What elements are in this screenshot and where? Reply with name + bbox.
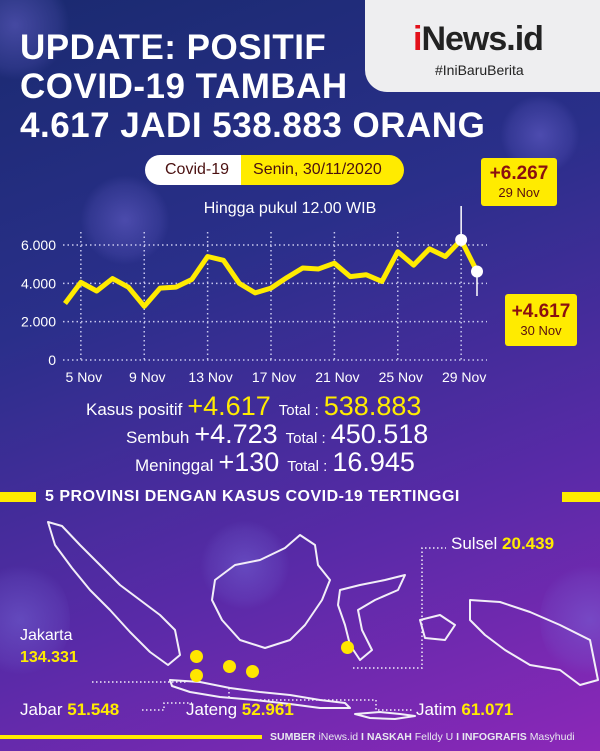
stat-total: 16.945 bbox=[332, 447, 415, 477]
y-tick-label: 6.000 bbox=[21, 237, 56, 253]
logo-panel: iNews.id #IniBaruBerita bbox=[365, 0, 600, 92]
title-line: UPDATE: POSITIF bbox=[20, 28, 327, 67]
province-name: Jatim bbox=[416, 700, 457, 719]
leader-jatim bbox=[256, 699, 412, 711]
map-sulawesi bbox=[337, 574, 406, 661]
map-marker-jatim[interactable] bbox=[246, 665, 259, 678]
credit-value: Masyhudi bbox=[529, 731, 575, 743]
credit-label: NASKAH bbox=[366, 731, 412, 743]
leader-jabar bbox=[142, 702, 192, 711]
stat-label: Sembuh bbox=[126, 428, 190, 447]
stat-total: 538.883 bbox=[323, 391, 422, 421]
date-pill: Covid-19 Senin, 30/11/2020 bbox=[145, 155, 404, 185]
x-tick-label: 29 Nov bbox=[442, 369, 486, 385]
date-label: Senin, 30/11/2020 bbox=[241, 155, 404, 185]
line-chart: 0 2.000 4.000 6.000 5 Nov 9 Nov 13 Nov 17 Nov 21… bbox=[21, 232, 487, 385]
stat-label: Meninggal bbox=[135, 456, 214, 475]
callout-date: 30 Nov bbox=[520, 323, 562, 338]
virus-decoration-icon bbox=[200, 520, 290, 610]
credit-value: iNews.id bbox=[318, 731, 359, 743]
stat-total: 450.518 bbox=[330, 419, 429, 449]
chart-subtitle: Hingga pukul 12.00 WIB bbox=[203, 200, 377, 217]
province-value: 52.961 bbox=[241, 700, 294, 719]
stat-row-positive: Kasus positif +4.617 Total : 538.883 bbox=[86, 392, 421, 420]
credit-label: SUMBER bbox=[270, 731, 316, 743]
title-line: COVID-19 TAMBAH bbox=[20, 67, 348, 106]
credits: SUMBER iNews.id I NASKAH Felldy U I INFO… bbox=[270, 730, 575, 744]
provinces-title: 5 PROVINSI DENGAN KASUS COVID-19 TERTING… bbox=[45, 488, 460, 505]
map-java bbox=[169, 679, 351, 709]
callout-value: +6.267 bbox=[489, 163, 549, 184]
stat-change: +4.617 bbox=[187, 391, 271, 421]
stat-change: +4.723 bbox=[194, 419, 278, 449]
callout-latest: +4.617 30 Nov bbox=[505, 294, 577, 346]
stat-row-recovered: Sembuh +4.723 Total : 450.518 bbox=[126, 420, 428, 448]
credit-value: Felldy U bbox=[414, 731, 454, 743]
tagline: #IniBaruBerita bbox=[435, 62, 524, 78]
map-marker-jabar[interactable] bbox=[190, 669, 203, 682]
separator: I bbox=[456, 731, 460, 743]
y-tick-label: 2.000 bbox=[21, 314, 56, 330]
x-tick-label: 9 Nov bbox=[129, 369, 166, 385]
footer: SUMBER iNews.id I NASKAH Felldy U I INFO… bbox=[0, 730, 600, 744]
map-nusa-tenggara bbox=[354, 711, 416, 720]
map-maluku bbox=[419, 614, 456, 641]
province-sulsel: Sulsel 20.439 bbox=[451, 534, 554, 554]
province-jabar: Jabar 51.548 bbox=[20, 700, 119, 720]
inews-logo: iNews.id bbox=[413, 20, 544, 58]
x-tick-label: 5 Nov bbox=[66, 369, 103, 385]
stat-total-label: Total : bbox=[285, 430, 326, 447]
highlight-point-peak bbox=[455, 233, 468, 246]
province-jakarta: Jakarta 134.331 bbox=[20, 625, 78, 669]
x-tick-label: 25 Nov bbox=[379, 369, 423, 385]
province-name: Jabar bbox=[20, 700, 63, 719]
highlight-point-latest bbox=[471, 265, 483, 278]
y-tick-label: 4.000 bbox=[21, 275, 56, 291]
province-jateng: Jateng 52.961 bbox=[186, 700, 294, 720]
y-tick-label: 0 bbox=[48, 352, 56, 368]
province-name: Sulsel bbox=[451, 534, 498, 553]
callout-peak: +6.267 29 Nov bbox=[481, 158, 557, 206]
province-value: 134.331 bbox=[20, 649, 78, 666]
virus-decoration-icon bbox=[80, 175, 170, 265]
provinces-heading: 5 PROVINSI DENGAN KASUS COVID-19 TERTING… bbox=[0, 487, 600, 507]
stat-row-deaths: Meninggal +130 Total : 16.945 bbox=[135, 448, 415, 476]
title-line: 4.617 JADI 538.883 ORANG bbox=[20, 106, 486, 145]
divider bbox=[0, 492, 36, 502]
province-name: Jateng bbox=[186, 700, 238, 719]
stat-total-label: Total : bbox=[278, 402, 319, 419]
callout-value: +4.617 bbox=[511, 301, 571, 322]
credit-label: INFOGRAFIS bbox=[462, 731, 527, 743]
province-value: 51.548 bbox=[67, 700, 120, 719]
leader-sulsel bbox=[353, 547, 446, 669]
logo-text: News.id bbox=[421, 20, 543, 58]
map-papua bbox=[469, 599, 599, 686]
stat-total-label: Total : bbox=[287, 458, 328, 475]
province-value: 20.439 bbox=[502, 534, 555, 553]
divider bbox=[0, 735, 262, 739]
x-tick-label: 17 Nov bbox=[252, 369, 296, 385]
page-title: UPDATE: POSITIF COVID-19 TAMBAH 4.617 JA… bbox=[20, 28, 485, 145]
province-value: 61.071 bbox=[461, 700, 514, 719]
stat-change: +130 bbox=[218, 447, 280, 477]
map-kalimantan bbox=[211, 534, 331, 649]
divider bbox=[562, 492, 600, 502]
map-marker-sulsel[interactable] bbox=[341, 641, 354, 654]
province-jatim: Jatim 61.071 bbox=[416, 700, 513, 720]
callout-date: 29 Nov bbox=[498, 185, 540, 200]
province-name: Jakarta bbox=[20, 627, 73, 644]
stat-label: Kasus positif bbox=[86, 400, 183, 419]
x-tick-label: 21 Nov bbox=[315, 369, 359, 385]
topic-label: Covid-19 bbox=[145, 155, 242, 185]
map-sumatra bbox=[47, 521, 181, 666]
separator: I bbox=[361, 731, 364, 743]
x-tick-label: 13 Nov bbox=[188, 369, 232, 385]
map-marker-jakarta[interactable] bbox=[190, 650, 203, 663]
logo-i: i bbox=[413, 20, 423, 58]
map-marker-jateng[interactable] bbox=[223, 660, 236, 673]
